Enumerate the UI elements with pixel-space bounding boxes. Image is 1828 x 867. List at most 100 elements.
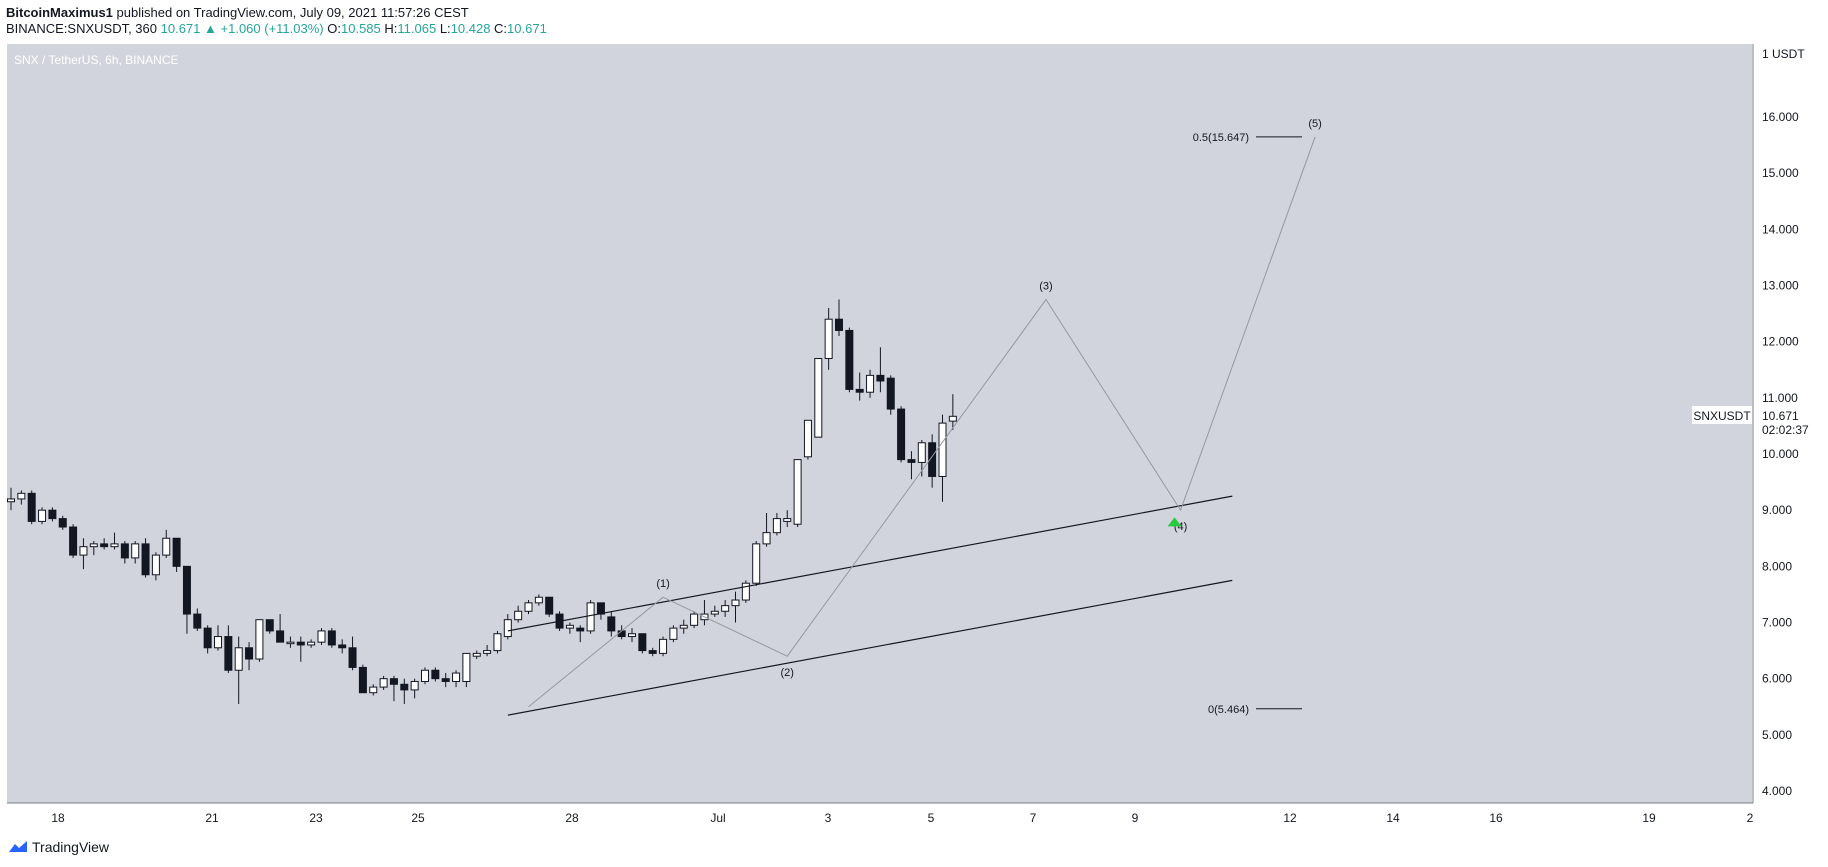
y-tick-label: 15.000: [1762, 166, 1799, 180]
bar-countdown: 02:02:37: [1762, 423, 1809, 437]
bull-candle: [731, 599, 740, 607]
bear-candle: [855, 388, 864, 393]
bear-candle: [835, 318, 843, 331]
bear-candle: [338, 644, 347, 649]
bull-candle: [524, 602, 533, 612]
bull-candle: [379, 678, 388, 688]
x-tick-label: 3: [825, 811, 832, 825]
bear-candle: [897, 408, 906, 461]
brand-name: TradingView: [32, 839, 110, 855]
chart-pane-background[interactable]: [7, 44, 1752, 803]
bull-candle: [79, 546, 88, 556]
bear-candle: [400, 683, 409, 691]
bull-candle: [948, 415, 957, 422]
price-tag-bg: [1754, 406, 1814, 438]
y-tick-label: 1 USDT: [1762, 47, 1805, 61]
x-tick-label: 2: [1747, 811, 1754, 825]
bear-candle: [441, 678, 450, 682]
up-arrow-icon: [1167, 517, 1182, 527]
bear-candle: [576, 627, 585, 632]
bull-candle: [462, 652, 471, 682]
fib-level-label: 0(5.464): [1208, 704, 1249, 716]
bull-candle: [659, 638, 668, 654]
bear-candle: [69, 526, 78, 556]
bear-candle: [193, 613, 202, 629]
x-tick-label: 16: [1489, 811, 1503, 825]
y-tick-label: 8.000: [1762, 559, 1792, 573]
bear-candle: [876, 374, 885, 382]
bull-candle: [772, 518, 781, 534]
y-tick-label: 9.000: [1762, 503, 1792, 517]
channel-line-upper: [507, 495, 1233, 632]
x-tick-label: 28: [565, 811, 579, 825]
ohlc-legend: BINANCE:SNXUSDT, 360 10.671 ▲ +1.060 (+1…: [6, 21, 547, 36]
bear-candle: [276, 630, 285, 643]
y-tick-label: 10.000: [1762, 447, 1799, 461]
bull-candle: [151, 554, 160, 576]
price-tag: SNXUSDT 10.671 02:02:37: [1692, 406, 1814, 438]
wave-label: (5): [1308, 118, 1321, 130]
wave-label: (1): [656, 578, 669, 590]
bear-candle: [224, 636, 233, 671]
x-tick-label: 7: [1030, 811, 1037, 825]
x-tick-label: 14: [1386, 811, 1400, 825]
close-value: 10.671: [507, 21, 547, 36]
bull-candle: [679, 624, 688, 629]
bull-candle: [586, 602, 595, 632]
channel-line-lower: [507, 579, 1233, 716]
time-axis[interactable]: [7, 803, 1753, 833]
fib-level-label: 0.5(15.647): [1193, 132, 1249, 144]
symbol-interval: BINANCE:SNXUSDT, 360: [6, 21, 157, 36]
y-tick-label: 16.000: [1762, 110, 1799, 124]
x-tick-label: Jul: [710, 811, 725, 825]
bull-candle: [762, 532, 771, 545]
bear-candle: [182, 565, 191, 615]
bull-candle: [17, 492, 26, 500]
bull-candle: [110, 543, 119, 548]
bull-candle: [369, 686, 378, 694]
x-tick-label: 19: [1642, 811, 1656, 825]
x-tick-label: 5: [928, 811, 935, 825]
bear-candle: [265, 619, 274, 632]
author-name[interactable]: BitcoinMaximus1: [6, 5, 113, 20]
bear-candle: [431, 669, 440, 680]
x-tick-label: 21: [205, 811, 219, 825]
bear-candle: [120, 543, 129, 559]
wave-count-path: [528, 136, 1316, 708]
y-tick-label: 13.000: [1762, 279, 1799, 293]
x-tick-label: 23: [309, 811, 323, 825]
bull-candle: [38, 509, 47, 522]
bear-candle: [545, 596, 554, 615]
bear-candle: [886, 377, 895, 410]
bull-candle: [824, 318, 833, 360]
footer-brand[interactable]: TradingView: [8, 839, 109, 855]
bull-candle: [162, 537, 171, 556]
bull-candle: [534, 596, 543, 604]
candles: [7, 299, 957, 704]
bull-candle: [307, 641, 316, 646]
low-value: 10.428: [450, 21, 491, 36]
bear-candle: [100, 543, 109, 548]
bull-candle: [669, 627, 678, 640]
bull-candle: [814, 358, 823, 438]
bear-candle: [27, 492, 36, 522]
x-tick-label: 12: [1283, 811, 1297, 825]
y-tick-labels: 1 USDT 16.000 15.000 14.000 13.000 12.000 11.0…: [1762, 47, 1805, 798]
y-tick-label: 11.000: [1762, 391, 1798, 405]
bull-candle: [452, 672, 461, 682]
bull-candle: [483, 650, 492, 654]
bull-candle: [503, 619, 512, 638]
bear-candle: [638, 633, 647, 652]
open-value: 10.585: [341, 21, 381, 36]
bear-candle: [648, 650, 657, 654]
bull-candle: [752, 543, 761, 584]
symbol-tag-bg: [1692, 406, 1752, 424]
bear-candle: [58, 518, 67, 528]
bear-candle: [607, 616, 616, 632]
bear-candle: [617, 630, 626, 638]
price-change: +1.060 (+11.03%): [220, 21, 324, 36]
wave-label: (2): [781, 667, 794, 679]
bull-candle: [628, 633, 636, 638]
bear-candle: [245, 647, 254, 660]
